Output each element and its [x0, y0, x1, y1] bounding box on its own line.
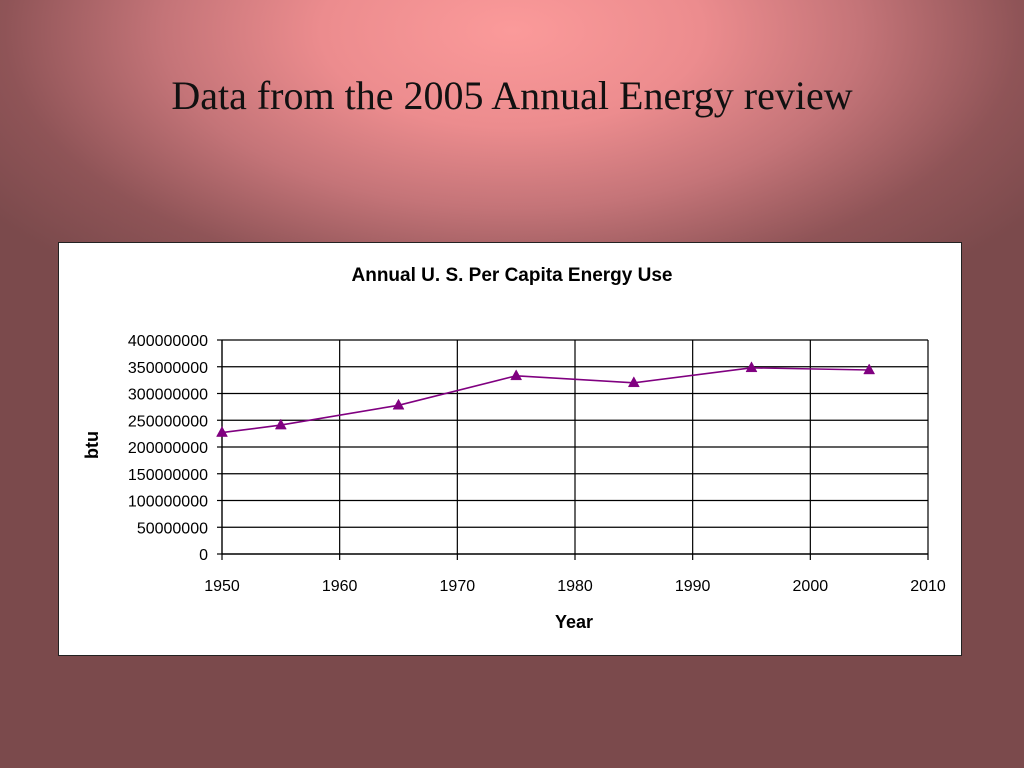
- y-tick-label: 150000000: [128, 467, 208, 484]
- x-tick-label: 1960: [322, 578, 358, 595]
- x-axis-title: Year: [555, 612, 593, 632]
- x-tick-label: 1990: [675, 578, 711, 595]
- data-point-marker: [274, 418, 287, 430]
- y-tick-label: 200000000: [128, 440, 208, 457]
- axes: [217, 339, 929, 560]
- y-tick-label: 350000000: [128, 360, 208, 377]
- y-tick-label: 50000000: [137, 520, 208, 537]
- data-point-marker: [863, 363, 876, 375]
- y-tick-label: 0: [199, 547, 208, 564]
- gridlines: [222, 339, 929, 554]
- y-tick-label: 250000000: [128, 413, 208, 430]
- x-tick-label: 2000: [793, 578, 829, 595]
- data-point-marker: [627, 376, 640, 388]
- data-series: [216, 361, 876, 437]
- y-tick-label: 300000000: [128, 387, 208, 404]
- data-point-marker: [510, 369, 523, 381]
- chart-panel: Annual U. S. Per Capita Energy Use 0 5000…: [58, 242, 962, 656]
- y-tick-labels: 0 50000000 100000000 150000000 200000000 2500…: [128, 333, 208, 564]
- y-tick-label: 400000000: [128, 333, 208, 350]
- data-point-marker: [745, 361, 758, 373]
- x-tick-labels: 1950 1960 1970 1980 1990 2000 2010: [204, 578, 946, 595]
- chart-title: Annual U. S. Per Capita Energy Use: [352, 265, 673, 286]
- x-tick-label: 1970: [440, 578, 476, 595]
- x-tick-label: 1950: [204, 578, 240, 595]
- slide-title: Data from the 2005 Annual Energy review: [171, 73, 853, 118]
- data-point-marker: [392, 398, 405, 410]
- y-axis-title: btu: [82, 431, 102, 459]
- data-point-marker: [216, 426, 228, 437]
- x-tick-label: 2010: [910, 578, 946, 595]
- x-tick-label: 1980: [557, 578, 593, 595]
- series-line: [221, 366, 870, 434]
- y-tick-label: 100000000: [128, 494, 208, 511]
